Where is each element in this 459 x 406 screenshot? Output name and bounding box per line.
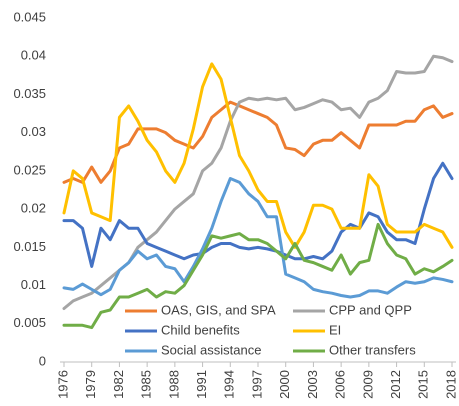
y-tick-label: 0.04 xyxy=(21,48,46,63)
series-line xyxy=(62,62,454,249)
x-tick-label: 1976 xyxy=(55,370,70,399)
x-tick-label: 1991 xyxy=(194,370,209,399)
x-tick-label: 2003 xyxy=(305,370,320,399)
y-tick-label: 0.015 xyxy=(13,239,46,254)
x-tick-label: 1994 xyxy=(222,370,237,399)
legend-label: EI xyxy=(329,322,341,337)
y-tick-label: 0 xyxy=(39,353,46,368)
x-tick-label: 1982 xyxy=(111,370,126,399)
x-tick-label: 2012 xyxy=(388,370,403,399)
legend-label: Child benefits xyxy=(161,322,240,337)
x-tick-label: 2000 xyxy=(277,370,292,399)
y-tick-label: 0.025 xyxy=(13,162,46,177)
series-line xyxy=(62,54,454,310)
x-tick-label: 1985 xyxy=(139,370,154,399)
y-tick-label: 0.045 xyxy=(13,9,46,24)
y-tick-label: 0.005 xyxy=(13,315,46,330)
x-tick-label: 1988 xyxy=(166,370,181,399)
x-tick-label: 2018 xyxy=(443,370,458,399)
x-tick-label: 1979 xyxy=(83,370,98,399)
legend-label: OAS, GIS, and SPA xyxy=(161,302,276,317)
x-tick-label: 2009 xyxy=(360,370,375,399)
legend-label: Social assistance xyxy=(161,342,261,357)
series-line xyxy=(62,100,454,184)
y-tick-label: 0.02 xyxy=(21,201,46,216)
y-tick-label: 0.035 xyxy=(13,86,46,101)
series-line xyxy=(62,222,454,330)
legend-label: Other transfers xyxy=(329,342,416,357)
y-tick-label: 0.03 xyxy=(21,124,46,139)
x-tick-label: 2015 xyxy=(416,370,431,399)
x-tick-label: 1997 xyxy=(249,370,264,399)
x-tick-label: 2006 xyxy=(333,370,348,399)
series-line xyxy=(62,177,454,299)
legend-label: CPP and QPP xyxy=(329,302,412,317)
y-tick-label: 0.01 xyxy=(21,277,46,292)
series-line xyxy=(62,161,454,268)
